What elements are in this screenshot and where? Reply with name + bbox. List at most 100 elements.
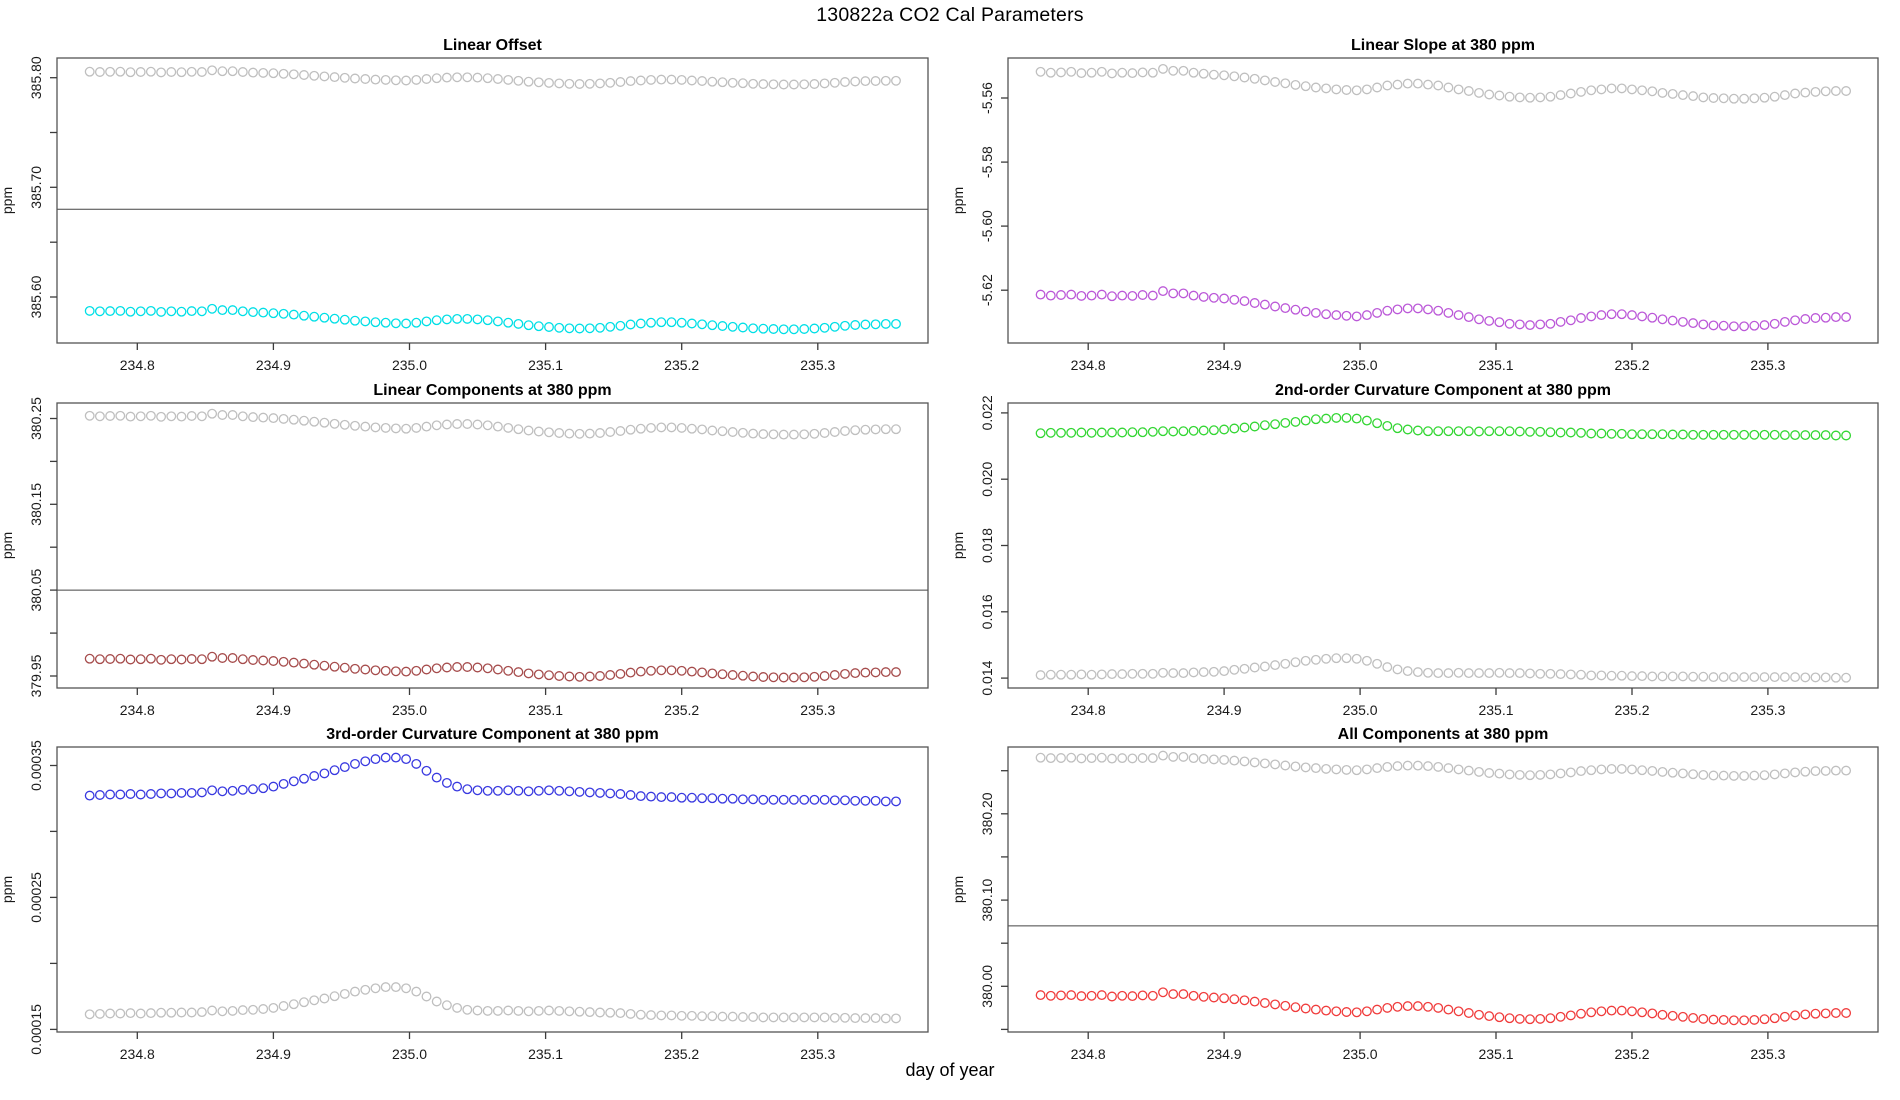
data-point bbox=[1810, 430, 1821, 441]
data-point bbox=[1341, 1007, 1352, 1017]
data-point bbox=[1239, 72, 1250, 83]
data-point bbox=[1045, 990, 1056, 1001]
data-point bbox=[1361, 764, 1372, 775]
data-point bbox=[1586, 1007, 1597, 1018]
data-point bbox=[1280, 303, 1291, 314]
data-point bbox=[1107, 991, 1117, 1002]
data-point bbox=[1779, 90, 1790, 101]
data-point bbox=[829, 670, 840, 680]
y-tick-label: 0.00025 bbox=[28, 872, 44, 923]
data-point bbox=[1107, 291, 1117, 302]
data-point bbox=[1168, 426, 1179, 437]
data-point bbox=[748, 428, 759, 439]
data-point bbox=[1147, 990, 1158, 1001]
data-point bbox=[1841, 765, 1852, 776]
data-point bbox=[574, 79, 585, 89]
y-tick-label: 0.022 bbox=[979, 395, 995, 430]
data-point bbox=[1759, 429, 1770, 440]
data-point bbox=[513, 424, 524, 435]
data-point bbox=[462, 419, 473, 429]
data-point bbox=[1708, 1014, 1719, 1025]
data-point bbox=[778, 1012, 789, 1023]
data-point bbox=[1066, 289, 1077, 300]
data-point bbox=[1382, 662, 1393, 673]
data-point bbox=[1147, 668, 1158, 679]
data-point bbox=[1759, 672, 1770, 683]
x-tick-label: 235.0 bbox=[1343, 357, 1378, 373]
data-point bbox=[1402, 666, 1413, 677]
data-point bbox=[1576, 766, 1586, 777]
data-point bbox=[482, 1005, 493, 1016]
data-point bbox=[1127, 68, 1138, 79]
data-point bbox=[431, 996, 442, 1007]
data-point bbox=[829, 427, 840, 437]
data-point bbox=[1331, 653, 1342, 664]
data-point bbox=[278, 308, 289, 319]
data-point bbox=[1086, 427, 1097, 438]
data-point bbox=[1188, 425, 1199, 436]
data-point bbox=[1178, 989, 1189, 1000]
data-point bbox=[401, 754, 412, 765]
data-point bbox=[115, 653, 126, 664]
x-tick-label: 235.3 bbox=[1750, 357, 1785, 373]
data-point bbox=[105, 66, 116, 77]
panel-title: 2nd-order Curvature Component at 380 ppm bbox=[1275, 382, 1611, 399]
data-point bbox=[554, 1005, 565, 1016]
data-point bbox=[115, 305, 126, 316]
data-point bbox=[1096, 66, 1107, 77]
panel-box bbox=[1007, 57, 1879, 344]
data-point bbox=[676, 665, 687, 676]
data-point bbox=[1208, 666, 1219, 677]
data-point bbox=[880, 1013, 891, 1024]
data-point bbox=[288, 776, 299, 787]
data-point bbox=[1402, 1001, 1413, 1012]
data-point bbox=[1229, 423, 1240, 434]
data-point bbox=[1810, 1008, 1821, 1019]
data-point bbox=[1779, 430, 1790, 441]
data-point bbox=[1443, 668, 1454, 679]
data-point bbox=[1616, 1005, 1627, 1016]
data-point bbox=[686, 318, 697, 329]
data-point bbox=[1820, 312, 1831, 323]
data-point bbox=[533, 321, 544, 332]
data-point bbox=[411, 665, 422, 676]
data-point bbox=[605, 1007, 616, 1018]
data-point bbox=[135, 789, 146, 800]
data-point bbox=[1392, 761, 1403, 772]
data-point bbox=[1219, 70, 1230, 81]
data-point bbox=[390, 982, 401, 993]
data-point bbox=[207, 408, 218, 419]
data-point bbox=[1576, 313, 1586, 323]
x-tick-label: 235.1 bbox=[1478, 357, 1513, 373]
data-point bbox=[564, 78, 575, 89]
data-point bbox=[278, 413, 289, 424]
data-point bbox=[401, 423, 412, 434]
data-point bbox=[1433, 668, 1444, 679]
data-point bbox=[125, 411, 136, 422]
data-point bbox=[1606, 83, 1617, 94]
data-point bbox=[390, 666, 401, 677]
data-point bbox=[1657, 671, 1668, 682]
data-point bbox=[1076, 290, 1087, 301]
data-point bbox=[380, 665, 391, 676]
data-point bbox=[1117, 669, 1128, 680]
data-point bbox=[1596, 764, 1607, 775]
data-point bbox=[1127, 753, 1138, 764]
y-tick-label: 380.25 bbox=[28, 397, 44, 440]
data-point bbox=[1208, 69, 1219, 80]
data-point bbox=[482, 420, 493, 431]
data-point bbox=[176, 1007, 187, 1018]
data-point bbox=[1392, 1001, 1403, 1012]
data-point bbox=[819, 794, 830, 805]
data-point bbox=[1494, 426, 1505, 437]
data-point bbox=[1300, 81, 1311, 92]
data-point bbox=[309, 771, 320, 781]
data-point bbox=[135, 67, 146, 77]
data-point bbox=[217, 786, 228, 797]
x-tick-label: 234.9 bbox=[1207, 702, 1242, 718]
data-point bbox=[503, 422, 514, 433]
data-point bbox=[737, 670, 748, 681]
data-point bbox=[1229, 294, 1240, 305]
data-point bbox=[1066, 990, 1077, 1001]
